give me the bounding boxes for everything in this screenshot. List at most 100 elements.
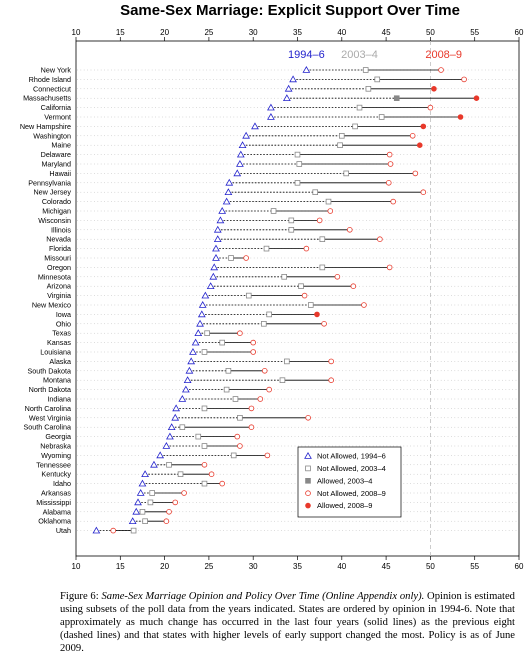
point-2003-4 <box>195 433 202 440</box>
state-label: South Carolina <box>23 423 71 432</box>
state-label: Hawaii <box>49 169 71 178</box>
chart: Same-Sex Marriage: Explicit Support Over… <box>20 2 524 571</box>
point-1994-6 <box>196 319 204 327</box>
point-2003-4 <box>356 104 363 111</box>
state-label: Missouri <box>44 254 71 263</box>
point-1994-6 <box>233 169 242 177</box>
point-1994-6 <box>289 75 297 83</box>
point-2008-9 <box>385 180 392 186</box>
point-2003-4 <box>338 132 345 139</box>
point-2003-4 <box>230 452 237 459</box>
state-label: Minnesota <box>38 272 71 281</box>
state-label: Louisiana <box>40 348 71 357</box>
point-2003-4 <box>166 461 172 468</box>
point-2008-9 <box>303 245 310 252</box>
x-tick-label-top: 10 <box>72 28 81 37</box>
point-2008-9 <box>431 86 437 92</box>
state-label: Massachusetts <box>23 94 71 103</box>
point-1994-6 <box>242 131 251 139</box>
point-2008-9 <box>386 151 393 158</box>
x-tick-label-bottom: 35 <box>293 562 302 571</box>
point-2008-9 <box>420 123 427 130</box>
point-2003-4 <box>142 518 148 524</box>
point-2003-4 <box>237 414 243 421</box>
point-2003-4 <box>279 377 286 383</box>
point-2008-9 <box>328 358 334 365</box>
point-1994-6 <box>187 357 196 365</box>
point-1994-6 <box>213 225 222 233</box>
state-label: Maine <box>51 141 71 150</box>
point-2003-4 <box>284 358 290 365</box>
point-2008-9 <box>387 161 394 167</box>
point-2003-4 <box>204 330 210 336</box>
x-tick-label-bottom: 15 <box>116 562 125 571</box>
point-1994-6 <box>284 84 293 92</box>
point-2003-4 <box>288 226 295 233</box>
legend-symbol-circle <box>305 502 311 509</box>
point-2003-4 <box>201 405 208 412</box>
point-1994-6 <box>92 526 101 534</box>
point-1994-6 <box>238 141 247 149</box>
point-1994-6 <box>251 122 259 130</box>
point-1994-6 <box>191 338 200 346</box>
state-label: Texas <box>52 329 71 338</box>
x-tick-label-top: 45 <box>382 28 391 37</box>
point-1994-6 <box>302 65 311 73</box>
point-2008-9 <box>237 443 243 449</box>
point-2008-9 <box>305 414 311 421</box>
point-2008-9 <box>327 208 334 214</box>
state-label: Arizona <box>47 282 71 291</box>
point-2008-9 <box>250 339 257 346</box>
point-2008-9 <box>261 367 268 374</box>
point-2008-9 <box>409 133 416 139</box>
point-1994-6 <box>132 507 141 515</box>
x-tick-label-top: 60 <box>515 28 524 37</box>
x-tick-label-top: 35 <box>293 28 302 37</box>
point-2003-4 <box>219 339 225 346</box>
point-1994-6 <box>178 394 187 402</box>
point-1994-6 <box>267 103 275 111</box>
point-1994-6 <box>222 197 231 205</box>
point-2003-4 <box>266 311 272 318</box>
point-1994-6 <box>156 451 165 459</box>
period-label: 1994–6 <box>288 49 325 61</box>
point-2003-4 <box>365 86 372 92</box>
point-2003-4 <box>298 283 304 289</box>
point-2003-4 <box>307 302 314 308</box>
point-2008-9 <box>377 236 383 243</box>
point-1994-6 <box>141 470 149 478</box>
point-2008-9 <box>257 396 264 402</box>
point-2008-9 <box>390 198 396 205</box>
point-1994-6 <box>197 310 206 318</box>
state-label: New Mexico <box>32 301 71 310</box>
state-label: Ohio <box>56 319 71 328</box>
point-2003-4 <box>270 208 277 214</box>
x-tick-label-top: 30 <box>249 28 258 37</box>
point-2003-4 <box>281 273 288 280</box>
point-2003-4 <box>312 189 319 196</box>
point-2003-4 <box>201 480 208 487</box>
state-label: New Hampshire <box>20 122 71 131</box>
point-1994-6 <box>212 253 220 261</box>
state-label: Nebraska <box>40 442 71 451</box>
point-2008-9 <box>321 320 327 327</box>
point-2008-9 <box>248 424 255 431</box>
point-2008-9 <box>172 499 179 506</box>
state-label: Tennessee <box>36 460 71 469</box>
state-label: Nevada <box>46 235 71 244</box>
point-2008-9 <box>350 283 357 290</box>
point-2008-9 <box>473 95 480 101</box>
point-2008-9 <box>386 264 393 271</box>
caption-text: Opinion is estimated using subsets of th… <box>60 591 515 654</box>
x-tick-label-top: 40 <box>337 28 346 37</box>
point-1994-6 <box>236 150 245 158</box>
plot-frame <box>75 40 520 557</box>
state-label: Vermont <box>44 113 71 122</box>
point-2003-4 <box>294 151 301 158</box>
point-2008-9 <box>234 433 241 440</box>
point-1994-6 <box>189 347 197 355</box>
point-1994-6 <box>201 291 210 299</box>
point-2003-4 <box>352 123 358 130</box>
point-2003-4 <box>261 320 267 327</box>
legend-label: Not Allowed, 2003–4 <box>317 464 386 473</box>
